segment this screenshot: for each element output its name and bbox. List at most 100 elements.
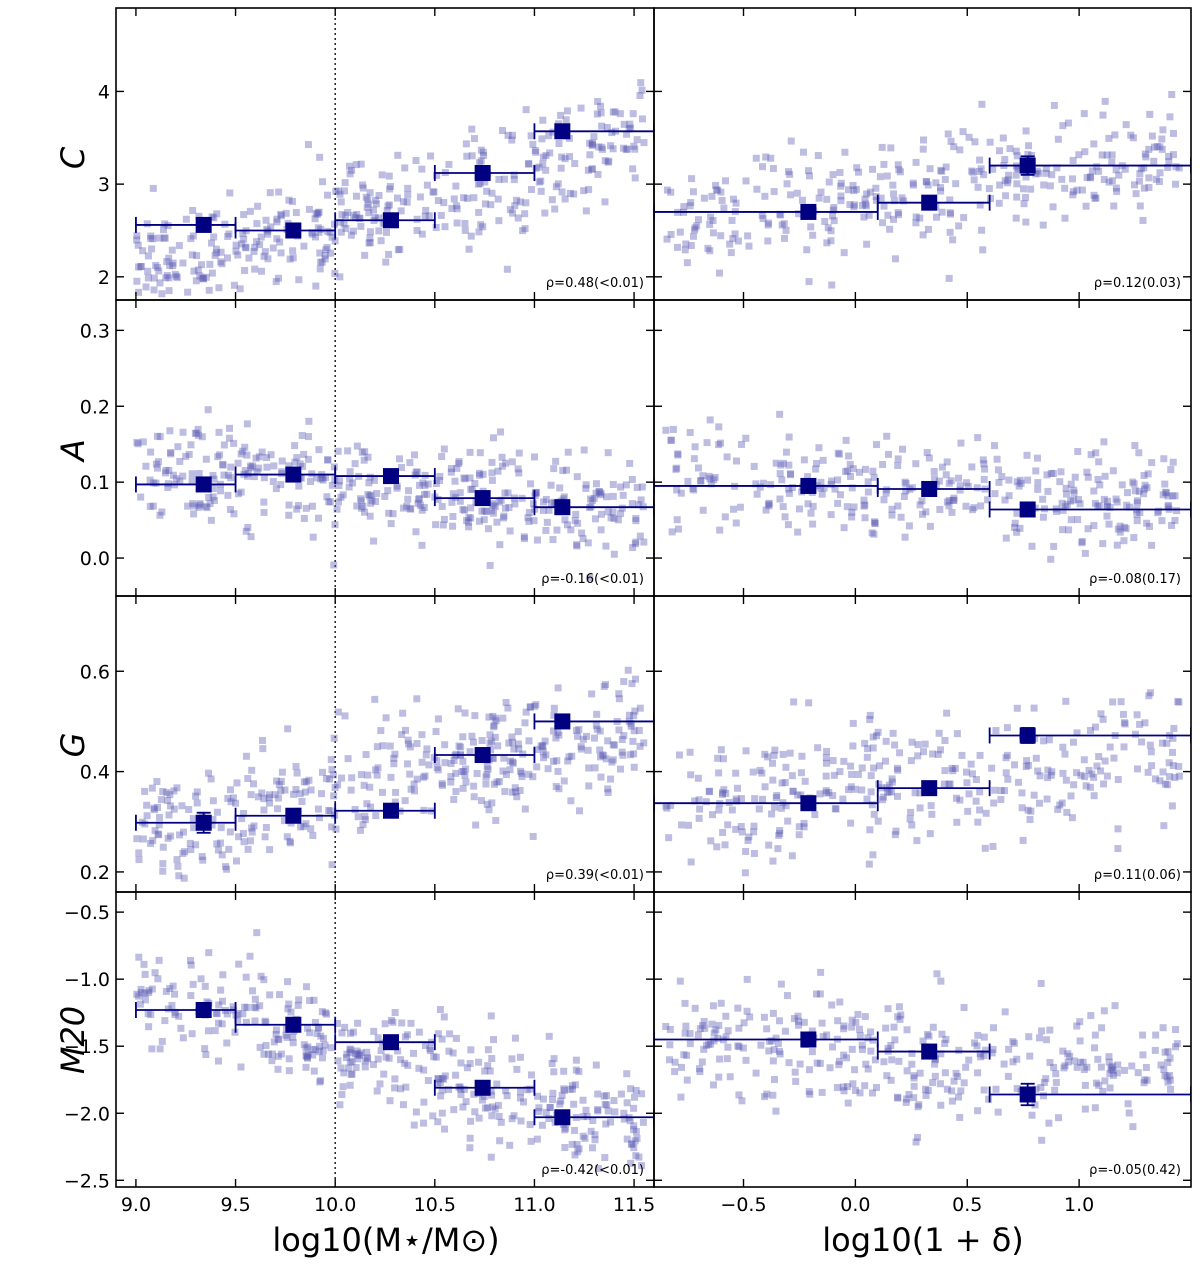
scatter-point (910, 1074, 918, 1082)
scatter-point (403, 760, 411, 768)
scatter-point (1161, 1072, 1169, 1080)
scatter-point (166, 984, 174, 992)
scatter-point (943, 709, 951, 717)
scatter-point (134, 263, 142, 271)
scatter-point (1142, 1063, 1150, 1071)
scatter-point (933, 970, 941, 978)
scatter-point (888, 511, 896, 519)
scatter-point (333, 505, 341, 513)
scatter-point (611, 108, 619, 116)
scatter-point (1141, 1076, 1149, 1084)
scatter-point (622, 146, 630, 154)
scatter-point (539, 1095, 547, 1103)
scatter-point (922, 177, 930, 185)
scatter-point (840, 1051, 848, 1059)
scatter-point (261, 833, 269, 841)
scatter-point (928, 810, 936, 818)
scatter-point (686, 1040, 694, 1048)
scatter-point (696, 805, 704, 813)
scatter-point (447, 778, 455, 786)
label-layer: log10(M⋆/M⊙) log10(1 + δ) C A G M20 (54, 146, 1024, 1259)
scatter-point (539, 116, 547, 124)
scatter-point (718, 196, 726, 204)
scatter-point (350, 227, 358, 235)
scatter-point (714, 186, 722, 194)
scatter-point (604, 737, 612, 745)
x-tick-label: −0.5 (720, 1194, 766, 1216)
scatter-point (953, 818, 961, 826)
scatter-point (176, 457, 184, 465)
scatter-point (614, 516, 622, 524)
scatter-point (738, 828, 746, 836)
scatter-point (1096, 481, 1104, 489)
scatter-point (1085, 766, 1093, 774)
scatter-point (426, 1047, 434, 1055)
binned-point (474, 1079, 491, 1096)
scatter-point (366, 234, 374, 242)
scatter-point (309, 1045, 317, 1053)
scatter-point (636, 91, 644, 99)
scatter-point (1094, 502, 1102, 510)
scatter-point (572, 1066, 580, 1074)
scatter-point (1048, 171, 1056, 179)
scatter-point (1169, 129, 1177, 137)
scatter-point (662, 1023, 670, 1031)
scatter-point (955, 1046, 963, 1054)
scatter-point (286, 839, 294, 847)
scatter-point (266, 799, 274, 807)
scatter-point (424, 480, 432, 488)
scatter-point (506, 206, 514, 214)
scatter-point (218, 1020, 226, 1028)
scatter-point (1123, 489, 1131, 497)
scatter-point (433, 171, 441, 179)
scatter-point (632, 517, 640, 525)
scatter-point (467, 1117, 475, 1125)
scatter-point (836, 168, 844, 176)
scatter-point (1009, 1058, 1017, 1066)
scatter-point (980, 475, 988, 483)
scatter-point (630, 1104, 638, 1112)
scatter-point (948, 1097, 956, 1105)
scatter-point (371, 695, 379, 703)
scatter-point (948, 508, 956, 516)
scatter-point (492, 816, 500, 824)
scatter-point (780, 220, 788, 228)
scatter-point (424, 1077, 432, 1085)
scatter-point (1106, 503, 1114, 511)
scatter-point (1064, 1050, 1072, 1058)
scatter-point (552, 183, 560, 191)
scatter-point (895, 1003, 903, 1011)
scatter-point (968, 770, 976, 778)
scatter-point (1081, 549, 1089, 557)
scatter-point (1108, 177, 1116, 185)
scatter-point (1108, 151, 1116, 159)
scatter-point (1168, 90, 1176, 98)
scatter-point (1020, 200, 1028, 208)
scatter-point (951, 764, 959, 772)
scatter-point (624, 666, 632, 674)
scatter-point (674, 451, 682, 459)
scatter-point (280, 817, 288, 825)
scatter-point (1123, 501, 1131, 509)
scatter-point (864, 1065, 872, 1073)
scatter-point (455, 458, 463, 466)
scatter-point (1099, 111, 1107, 119)
scatter-point (549, 536, 557, 544)
scatter-point (781, 1027, 789, 1035)
scatter-point (902, 1098, 910, 1106)
scatter-point (403, 198, 411, 206)
scatter-point (976, 751, 984, 759)
scatter-point (224, 794, 232, 802)
scatter-point (514, 465, 522, 473)
scatter-point (844, 1083, 852, 1091)
scatter-point (577, 104, 585, 112)
scatter-point (721, 513, 729, 521)
scatter-point (1156, 777, 1164, 785)
scatter-point (834, 449, 842, 457)
scatter-point (1046, 1058, 1054, 1066)
scatter-point (709, 1081, 717, 1089)
y-tick-label: 0.2 (80, 862, 110, 884)
scatter-point (671, 1068, 679, 1076)
scatter-point (423, 181, 431, 189)
scatter-point (257, 233, 265, 241)
